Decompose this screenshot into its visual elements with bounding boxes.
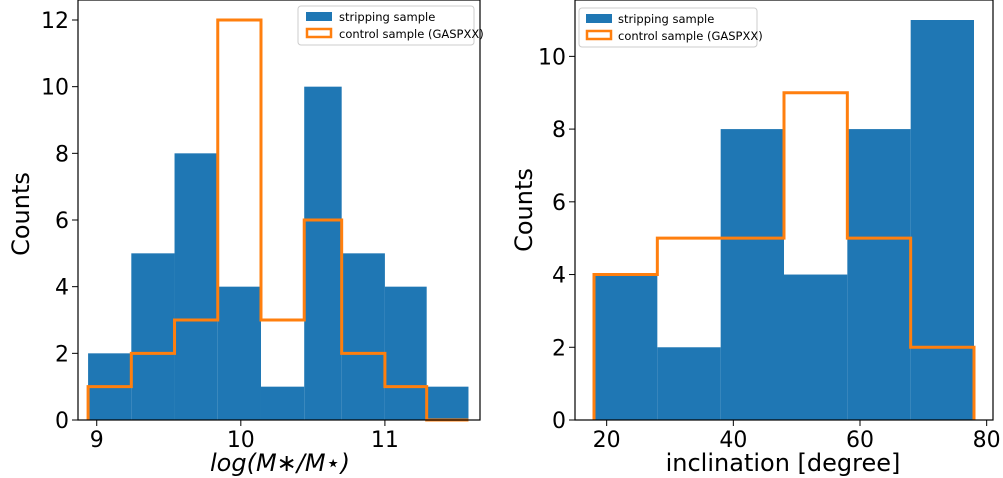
left-stripping-bar [426,386,469,420]
left-y-tick-label: 6 [55,209,69,234]
right-y-axis-label: Counts [510,168,538,252]
right-legend-box [578,7,758,48]
right-y-tick: 8 [552,118,575,143]
left-legend-label-control: control sample (GASPXX) [339,27,484,41]
left-filled-bars [88,86,469,421]
right-y-tick-label: 10 [538,45,566,70]
left-y-tick: 6 [55,209,78,234]
right-y-tick-label: 0 [552,409,566,434]
right-y-tick: 0 [552,409,575,434]
right-x-tick-label: 20 [593,428,621,453]
left-y-tick: 10 [41,76,78,101]
left-stripping-bar [174,153,218,421]
right-y-tick: 4 [552,264,575,289]
right-legend-label-stripping: stripping sample [618,12,714,26]
right-y-tick: 6 [552,191,575,216]
right-x-tick: 80 [973,420,1001,453]
right-stripping-bar [594,274,658,420]
right-x-tick: 40 [719,420,747,453]
left-x-tick: 9 [90,420,104,453]
right-x-tick-label: 40 [719,428,747,453]
right-x-tick: 60 [846,420,874,453]
left-x-ticks: 9 10 11 [90,420,399,453]
left-x-tick: 10 [227,420,255,453]
right-legend: stripping sample control sample (GASPXX) [578,7,763,48]
left-stripping-bar [131,253,175,420]
left-y-ticks: 0 2 4 6 8 10 12 [41,9,78,434]
left-stripping-bar [217,286,261,420]
left-y-tick-label: 12 [41,9,69,34]
right-y-tick-label: 4 [552,264,566,289]
right-x-tick-label: 60 [846,428,874,453]
right-y-tick-label: 6 [552,191,566,216]
right-stripping-bar [910,20,974,420]
left-plot-frame [77,0,481,421]
left-y-tick-label: 2 [55,342,69,367]
left-y-tick: 8 [55,142,78,167]
right-x-tick-label: 80 [973,428,1001,453]
right-plot-frame [574,0,994,421]
left-stripping-bar [304,86,342,421]
right-y-tick-label: 8 [552,118,566,143]
right-legend-swatch-control [585,29,613,41]
left-y-axis-label: Counts [7,172,35,256]
left-x-tick-label: 10 [227,428,255,453]
right-x-ticks: 20 40 60 80 [593,420,1001,453]
left-y-tick: 4 [55,276,78,301]
right-legend-swatch-stripping [586,14,612,23]
right-x-tick: 20 [593,420,621,453]
left-stripping-bar [384,286,427,420]
left-legend-swatch-stripping [306,12,332,21]
left-y-tick: 2 [55,342,78,367]
right-y-tick-label: 2 [552,336,566,361]
left-x-tick-label: 11 [371,428,399,453]
right-y-tick: 10 [538,45,575,70]
chart-right: 20 40 60 80 0 2 4 6 8 10 Counts inclinat… [510,0,1001,477]
left-y-tick-label: 4 [55,276,69,301]
left-x-tick-label: 9 [90,428,104,453]
left-stripping-bar [341,253,385,420]
right-legend-label-control: control sample (GASPXX) [618,29,763,43]
right-stripping-bar [847,129,911,420]
right-x-axis-label: inclination [degree] [666,449,901,477]
left-legend-swatch-control [305,27,333,39]
left-y-tick: 0 [55,409,78,434]
right-stripping-bar [657,347,721,420]
left-y-tick: 12 [41,9,78,34]
right-stripping-bar [784,274,848,420]
right-control-step-line [592,91,976,420]
right-y-ticks: 0 2 4 6 8 10 [538,45,575,434]
left-y-tick-label: 10 [41,76,69,101]
left-y-tick-label: 0 [55,409,69,434]
left-legend: stripping sample control sample (GASPXX) [297,5,484,46]
right-filled-bars [594,20,974,420]
left-y-tick-label: 8 [55,142,69,167]
right-stripping-bar [720,129,784,420]
left-x-tick: 11 [371,420,399,453]
left-x-axis-label: log(M∗/M⋆) [210,449,350,477]
right-y-tick: 2 [552,336,575,361]
left-legend-label-stripping: stripping sample [339,10,435,24]
left-stripping-bar [260,386,305,420]
left-legend-box [297,5,475,46]
left-control-step-line [86,18,469,422]
chart-left: 9 10 11 0 2 4 6 8 10 12 Counts log(M∗/M⋆… [7,0,484,477]
